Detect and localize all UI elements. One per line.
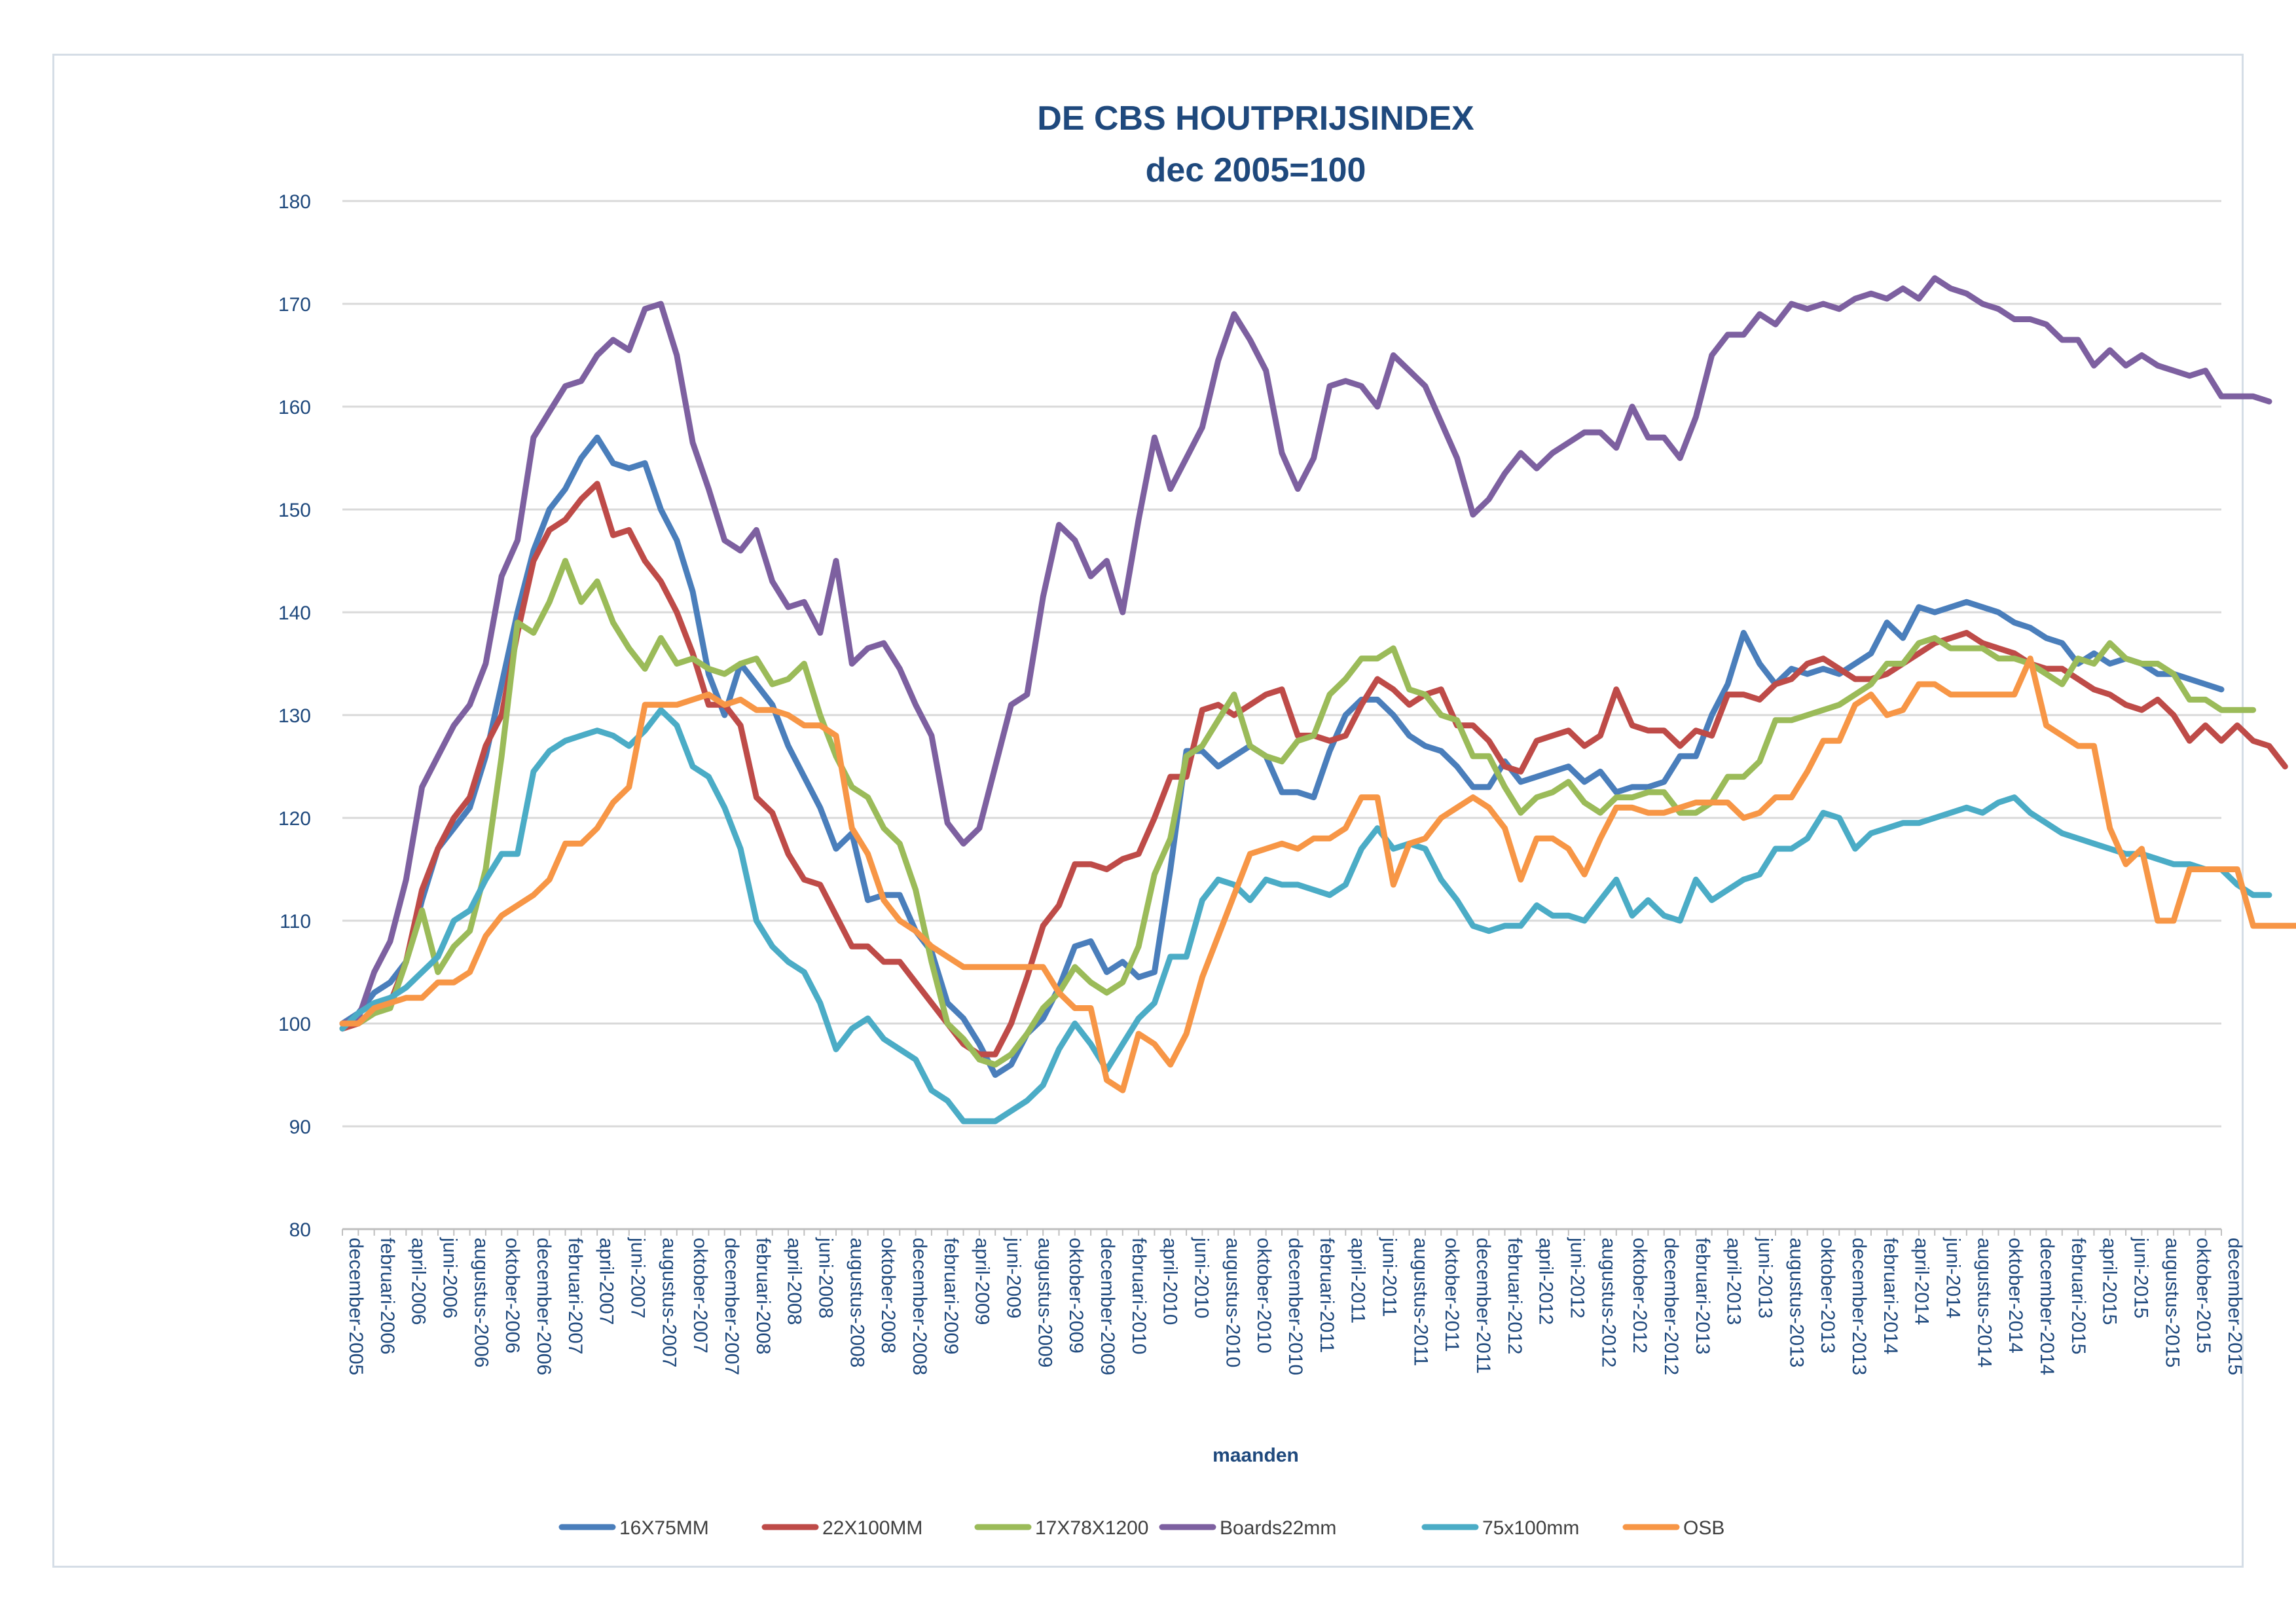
x-axis-title: maanden xyxy=(1212,1445,1299,1466)
x-axis: december-2005 februari-2006 april-2006 juni… xyxy=(342,1228,2246,1375)
x-tick-label: juni-2011 xyxy=(1379,1237,1400,1317)
y-tick-label: 120 xyxy=(278,808,311,830)
x-tick-label: december-2014 xyxy=(2036,1238,2058,1375)
x-tick-label: oktober-2007 xyxy=(689,1238,711,1354)
x-tick-label: oktober-2011 xyxy=(1441,1238,1463,1352)
legend-label: 75x100mm xyxy=(1482,1517,1579,1539)
x-tick-label: februari-2007 xyxy=(564,1238,586,1354)
x-tick-label: augustus-2012 xyxy=(1597,1238,1619,1368)
y-tick-label: 100 xyxy=(278,1014,311,1035)
x-tick-label: juni-2009 xyxy=(1003,1237,1025,1318)
chart-subtitle: dec 2005=100 xyxy=(1146,151,1366,189)
x-tick-label: april-2010 xyxy=(1159,1238,1181,1325)
x-tick-label: oktober-2010 xyxy=(1253,1238,1275,1354)
x-tick-label: augustus-2014 xyxy=(1973,1238,1995,1368)
x-tick-label: december-2011 xyxy=(1472,1238,1494,1374)
legend-label: 16X75MM xyxy=(619,1517,709,1539)
x-tick-label: juni-2015 xyxy=(2130,1237,2152,1318)
series-line-osb xyxy=(339,655,2296,1094)
x-tick-label: oktober-2013 xyxy=(1817,1238,1838,1354)
x-tick-label: april-2009 xyxy=(972,1238,993,1325)
legend-label: 22X100MM xyxy=(822,1517,922,1539)
x-tick-label: oktober-2012 xyxy=(1629,1238,1650,1354)
x-tick-label: februari-2006 xyxy=(376,1238,398,1354)
y-tick-label: 110 xyxy=(280,911,311,932)
x-tick-label: oktober-2009 xyxy=(1065,1238,1087,1354)
legend-label: Boards22mm xyxy=(1220,1517,1336,1539)
x-tick-label: december-2006 xyxy=(533,1238,555,1375)
x-tick-label: oktober-2008 xyxy=(877,1238,899,1354)
x-tick-label: april-2006 xyxy=(408,1238,429,1325)
y-tick-label: 150 xyxy=(278,500,311,521)
y-tick-label: 90 xyxy=(289,1116,311,1138)
x-tick-label: oktober-2006 xyxy=(501,1238,523,1354)
x-tick-label: december-2008 xyxy=(909,1238,930,1375)
x-tick-label: oktober-2015 xyxy=(2193,1238,2214,1354)
x-tick-label: februari-2009 xyxy=(940,1238,962,1354)
x-tick-label: december-2015 xyxy=(2224,1238,2246,1375)
y-axis: 80 90 100 110 120 130 140 150 160 170 180 xyxy=(278,191,311,1241)
x-tick-label: februari-2010 xyxy=(1128,1238,1150,1354)
x-tick-label: oktober-2014 xyxy=(2005,1238,2026,1354)
x-tick-label: december-2010 xyxy=(1285,1238,1306,1375)
x-tick-label: augustus-2008 xyxy=(846,1238,867,1368)
chart-title: DE CBS HOUTPRIJSINDEX xyxy=(1037,100,1474,138)
y-tick-label: 160 xyxy=(278,397,311,418)
x-tick-label: juni-2014 xyxy=(1942,1237,1964,1318)
x-tick-label: april-2008 xyxy=(784,1238,805,1325)
x-tick-label: april-2011 xyxy=(1347,1238,1369,1323)
x-tick-label: juni-2006 xyxy=(439,1237,461,1318)
y-tick-label: 170 xyxy=(278,294,311,316)
x-tick-label: februari-2015 xyxy=(2068,1238,2089,1354)
y-tick-label: 140 xyxy=(278,602,311,624)
x-tick-label: augustus-2011 xyxy=(1410,1238,1431,1366)
y-tick-label: 180 xyxy=(278,191,311,213)
x-tick-label: juni-2013 xyxy=(1755,1237,1776,1318)
x-tick-label: augustus-2006 xyxy=(470,1238,492,1368)
x-tick-label: december-2012 xyxy=(1660,1238,1682,1375)
legend: 16X75MM 22X100MM 17X78X1200 Boards22mm 75x10… xyxy=(558,1517,1724,1539)
x-tick-label: december-2005 xyxy=(345,1238,367,1375)
x-tick-label: augustus-2015 xyxy=(2161,1238,2183,1368)
y-tick-label: 80 xyxy=(289,1219,311,1241)
x-tick-label: december-2013 xyxy=(1848,1238,1870,1375)
x-tick-label: februari-2011 xyxy=(1316,1238,1338,1353)
x-tick-label: juni-2010 xyxy=(1191,1237,1212,1318)
x-tick-label: augustus-2009 xyxy=(1034,1238,1055,1368)
x-tick-label: februari-2008 xyxy=(752,1238,774,1354)
x-tick-label: juni-2012 xyxy=(1567,1237,1588,1318)
x-tick-label: augustus-2013 xyxy=(1785,1238,1807,1368)
series-line-75x100mm xyxy=(339,707,2272,1124)
legend-label: 17X78X1200 xyxy=(1035,1517,1149,1539)
x-tick-label: april-2007 xyxy=(596,1238,617,1325)
y-tick-label: 130 xyxy=(278,705,311,727)
x-tick-label: augustus-2010 xyxy=(1222,1238,1243,1368)
x-tick-label: februari-2012 xyxy=(1504,1238,1525,1354)
x-tick-label: juni-2007 xyxy=(627,1237,649,1318)
x-tick-label: juni-2008 xyxy=(815,1237,837,1318)
x-tick-label: december-2009 xyxy=(1097,1238,1118,1375)
series-lines xyxy=(339,275,2296,1124)
gridlines xyxy=(342,200,2221,1230)
chart-frame xyxy=(52,54,2244,1568)
x-tick-label: april-2015 xyxy=(2099,1238,2121,1325)
x-tick-label: april-2013 xyxy=(1723,1238,1745,1325)
series-line-16x75mm xyxy=(339,434,2225,1078)
x-tick-label: augustus-2007 xyxy=(658,1238,680,1368)
series-line-17x78x1200 xyxy=(339,558,2257,1068)
x-tick-label: december-2007 xyxy=(721,1238,742,1375)
x-tick-label: februari-2014 xyxy=(1880,1238,1901,1354)
x-tick-label: februari-2013 xyxy=(1692,1238,1713,1354)
legend-label: OSB xyxy=(1683,1517,1724,1539)
x-tick-label: april-2012 xyxy=(1535,1238,1557,1325)
x-tick-label: april-2014 xyxy=(1911,1238,1933,1325)
series-line-boards22mm xyxy=(339,275,2272,1027)
